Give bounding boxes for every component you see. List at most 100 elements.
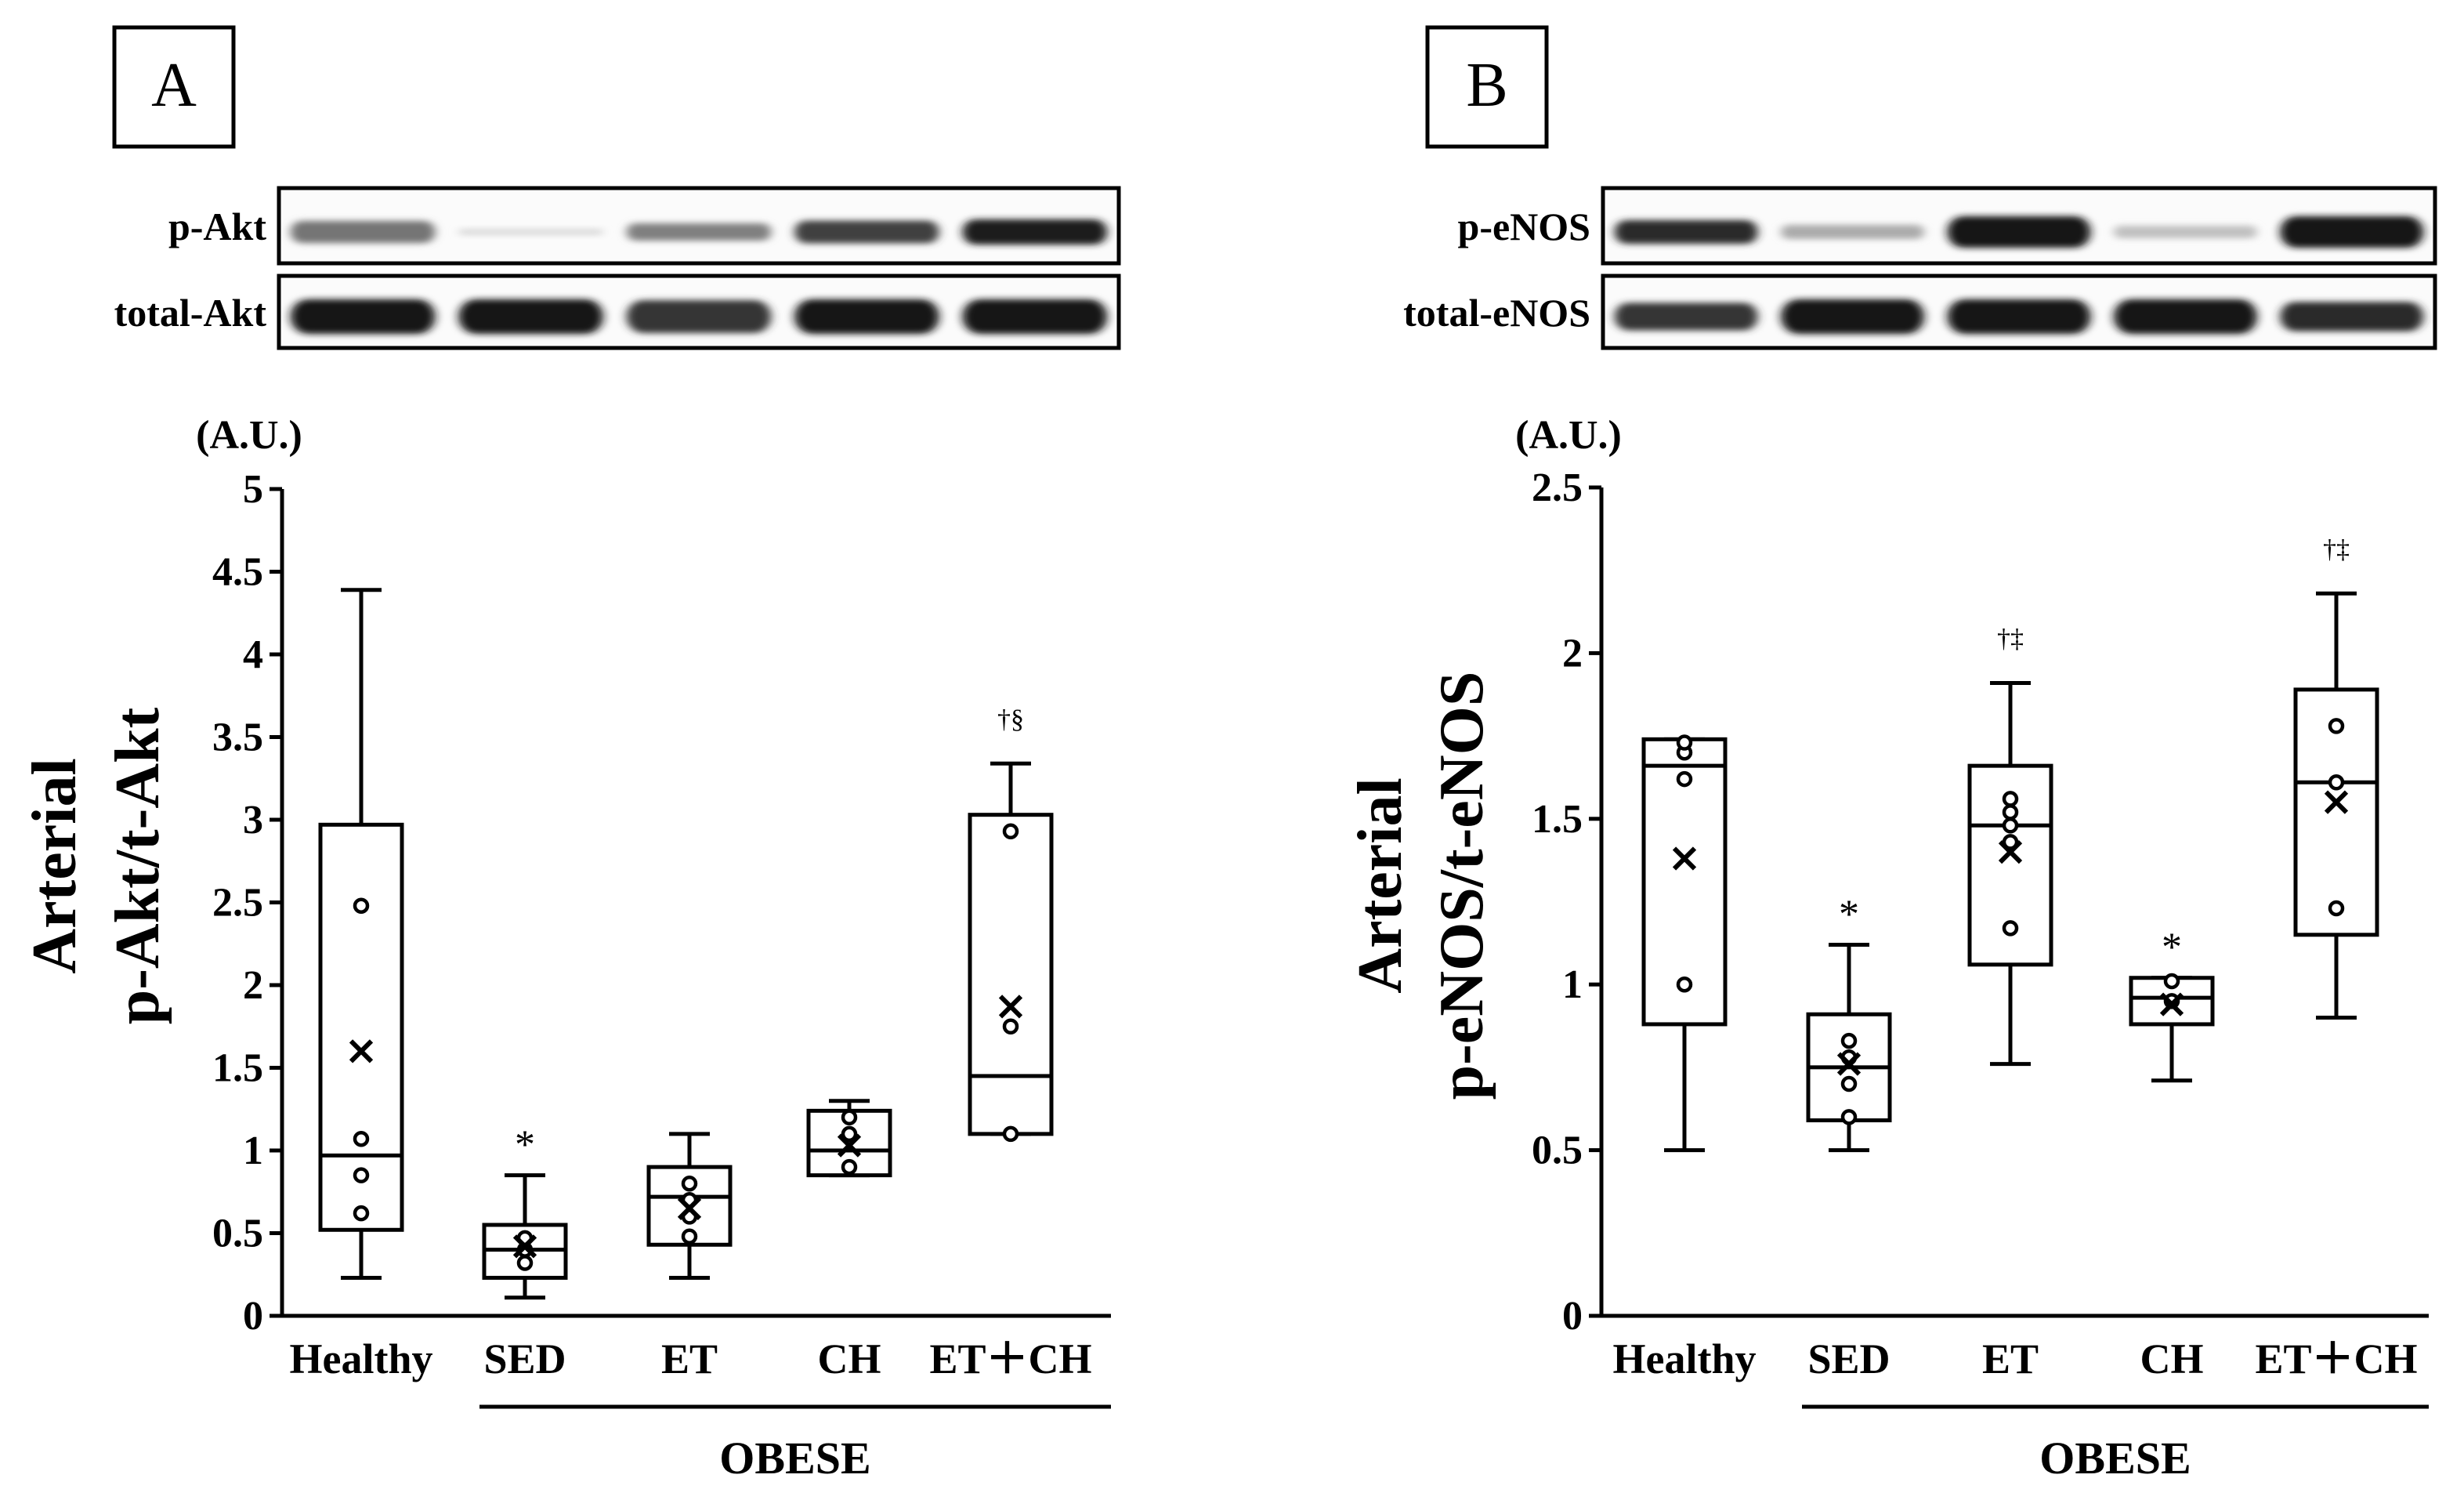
y-tick-label: 4.5 (212, 550, 263, 595)
blot-label: p-eNOS (1458, 205, 1590, 248)
y-tick-label: 3 (243, 798, 263, 842)
box-group-4: †‡ (2293, 534, 2379, 1020)
data-point (1676, 770, 1693, 788)
data-point (681, 1175, 698, 1192)
blot-band (1614, 303, 1758, 331)
blot-band (458, 229, 603, 235)
blot-band (962, 299, 1107, 335)
blot-band (2280, 216, 2424, 248)
blot-label: total-eNOS (1403, 291, 1590, 335)
blot-band (1781, 224, 1924, 240)
box (318, 822, 404, 1232)
mean-marker (1998, 839, 2023, 864)
y-tick-label: 5 (243, 467, 263, 512)
mean-marker-stroke (1672, 846, 1697, 871)
y-tick-label: 2.5 (1532, 466, 1583, 510)
significance-mark: * (1839, 892, 1859, 937)
data-point (1676, 734, 1693, 751)
y-axis-label: p-Akt/t-Akt (103, 707, 172, 1024)
blot-band (291, 299, 436, 335)
y-tick-label: 1.5 (212, 1046, 263, 1091)
group-label: OBESE (2039, 1433, 2191, 1484)
data-point (2002, 834, 2019, 850)
data-point (353, 1205, 370, 1222)
box-group-1: * (482, 1123, 568, 1300)
blot-band (794, 299, 939, 335)
box-group-3: * (2129, 926, 2215, 1083)
panel-letter-frame (112, 25, 236, 149)
box-group-1: * (1806, 892, 1892, 1153)
data-point (1002, 1018, 1019, 1034)
data-point (1002, 1125, 1019, 1143)
mean-marker-stroke (2159, 992, 2184, 1016)
box-group-3 (806, 1099, 892, 1178)
data-point (353, 897, 370, 914)
blot-band (1614, 219, 1758, 245)
mean-marker (2324, 790, 2349, 814)
mean-marker-stroke (512, 1234, 537, 1259)
blot-band (794, 220, 939, 244)
data-point (2002, 920, 2019, 937)
mean-marker (837, 1133, 862, 1158)
y-tick-label: 2 (1562, 631, 1583, 676)
significance-mark: * (2162, 926, 2182, 970)
blot-band (1781, 299, 1924, 335)
y-tick-label: 1 (243, 1129, 263, 1173)
category-label: Healthy (290, 1335, 433, 1382)
mean-marker-stroke (349, 1039, 374, 1063)
y-axis-label: p-eNOS/t-eNOS (1427, 672, 1496, 1100)
group-label: OBESE (719, 1433, 870, 1484)
blot-row-phospho (1601, 186, 2437, 266)
mean-marker (1836, 1052, 1862, 1076)
blot-band (626, 223, 772, 241)
blot-band (1947, 299, 2091, 335)
data-point (1840, 1032, 1858, 1049)
mean-marker (512, 1234, 537, 1259)
blot-band (2280, 302, 2424, 332)
mean-marker-stroke (1836, 1052, 1862, 1076)
blot-row-total (1601, 274, 2437, 350)
unit-label: (A.U.) (1515, 413, 1622, 458)
blot-label: p-Akt (168, 205, 266, 248)
y-axis: 0 0.5 1 1.5 2 2.5 (1532, 466, 1604, 1339)
unit-label: (A.U.) (196, 413, 302, 458)
category-label: CH (818, 1335, 881, 1382)
data-point (2328, 718, 2345, 734)
box-group-0 (1641, 734, 1728, 1153)
category-label: ET (1982, 1335, 2039, 1382)
mean-marker (349, 1039, 374, 1063)
panel-letter-frame (1425, 25, 1549, 149)
blot-band (626, 300, 772, 333)
mean-marker (677, 1196, 702, 1220)
y-tick-label: 1 (1562, 962, 1583, 1007)
data-point (2328, 774, 2345, 791)
data-point (2002, 817, 2019, 834)
significance-mark: †§ (997, 705, 1024, 734)
mean-marker-stroke (2324, 790, 2349, 814)
mean-marker-stroke (1998, 839, 2023, 864)
blot-band (291, 220, 436, 244)
y-tick-label: 0 (243, 1294, 263, 1339)
box-group-0 (318, 588, 404, 1280)
data-point (2328, 900, 2345, 917)
data-point (841, 1125, 858, 1143)
panel-letter: A (151, 51, 197, 120)
panel-a: Ap-Akt total-Akt 0 0.5 1 1.5 2 2.5 3 3.5 4 4.5 5 (A.U… (20, 25, 1121, 1484)
mean-marker-stroke (677, 1196, 702, 1220)
data-point (681, 1228, 698, 1245)
significance-mark: †‡ (2323, 534, 2350, 563)
box-group-4: †§ (968, 705, 1054, 1143)
box (968, 813, 1054, 1136)
data-point (1840, 1109, 1858, 1125)
significance-mark: †‡ (1997, 624, 2024, 653)
data-point (353, 1167, 370, 1183)
blot-label: total-Akt (114, 291, 267, 335)
blot-band (458, 299, 603, 335)
data-point (1676, 976, 1693, 993)
blot-band (1947, 216, 2091, 248)
category-label: SED (1807, 1335, 1890, 1382)
data-point (353, 1130, 370, 1147)
data-point (841, 1158, 858, 1176)
y-tick-label: 0.5 (1532, 1129, 1583, 1173)
